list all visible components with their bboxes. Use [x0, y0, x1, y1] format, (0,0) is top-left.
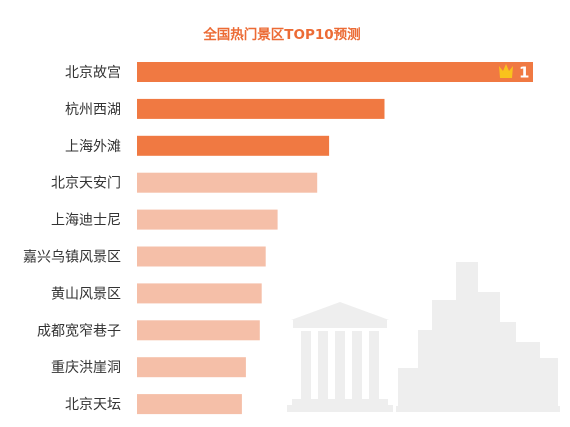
top-rank-label: 1 [519, 64, 529, 82]
category-label-4: 北京天安门 [51, 176, 121, 192]
bar-2 [137, 98, 385, 119]
bar-8 [137, 320, 260, 341]
category-label-8: 成都宽窄巷子 [37, 322, 121, 339]
category-label-5: 上海迪士尼 [51, 213, 121, 229]
category-label-1: 北京故宫 [65, 65, 121, 81]
crown-icon [499, 64, 513, 78]
bar-5 [137, 209, 278, 230]
category-label-7: 黄山风景区 [51, 285, 121, 302]
category-label-2: 杭州西湖 [65, 102, 121, 118]
category-label-9: 重庆洪崖洞 [51, 360, 121, 376]
bar-9 [137, 357, 246, 378]
background-illustration [287, 262, 560, 412]
category-label-3: 上海外滩 [65, 139, 121, 155]
bar-7 [137, 283, 262, 304]
bar-3 [137, 135, 330, 156]
category-label-10: 北京天坛 [65, 397, 121, 413]
bar-6 [137, 246, 266, 267]
bars-group: 1 [137, 62, 533, 415]
bar-1 [137, 62, 533, 82]
category-labels: 北京故宫杭州西湖上海外滩北京天安门上海迪士尼嘉兴乌镇风景区黄山风景区成都宽窄巷子… [23, 65, 121, 413]
bar-4 [137, 172, 318, 193]
category-label-6: 嘉兴乌镇风景区 [23, 250, 121, 266]
classical-building-icon [287, 302, 393, 412]
bar-10 [137, 394, 242, 415]
city-skyline-icon [396, 262, 560, 412]
chart-title: 全国热门景区TOP10预测 [202, 26, 360, 43]
